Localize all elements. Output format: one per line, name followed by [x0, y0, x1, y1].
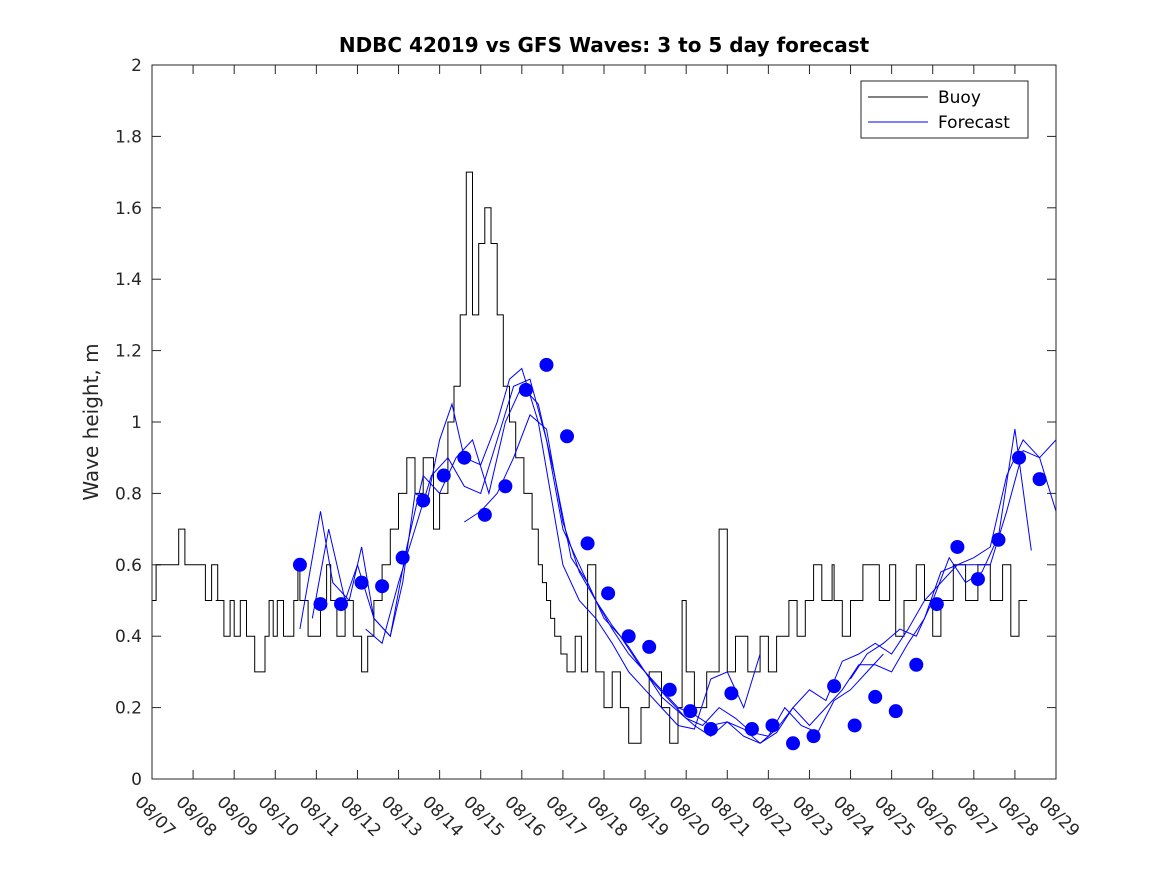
forecast-marker: [560, 429, 575, 444]
forecast-marker: [1012, 450, 1027, 465]
x-tick-label: 08/20: [665, 792, 714, 841]
forecast-marker: [847, 718, 862, 733]
forecast-marker: [601, 586, 616, 601]
forecast-marker: [518, 382, 533, 397]
forecast-marker: [539, 357, 554, 372]
x-tick-label: 08/11: [295, 792, 344, 841]
plot-frame: [151, 64, 1057, 780]
forecast-marker: [334, 597, 349, 612]
forecast-marker: [929, 597, 944, 612]
x-tick-label: 08/19: [624, 792, 673, 841]
x-tick-label: 08/07: [130, 792, 179, 841]
x-tick-label: 08/21: [706, 792, 755, 841]
x-tick-label: 08/25: [870, 792, 919, 841]
forecast-marker: [724, 686, 739, 701]
y-tick-label: 1.8: [115, 127, 142, 147]
y-tick-label: 0: [131, 770, 142, 790]
chart-title: NDBC 42019 vs GFS Waves: 3 to 5 day fore…: [339, 33, 870, 57]
y-tick-label: 0.6: [115, 556, 142, 576]
forecast-marker: [888, 704, 903, 719]
x-tick-label: 08/26: [911, 792, 960, 841]
legend-buoy-label: Buoy: [938, 88, 981, 108]
forecast-marker: [703, 722, 718, 737]
buoy-line: [152, 171, 1028, 744]
forecast-marker: [621, 629, 636, 644]
y-tick-labels: 0 0.2 0.4 0.6 0.8 1 1.2 1.4 1.6 1.8 2: [115, 56, 142, 790]
y-tick-label: 1.4: [115, 270, 142, 290]
forecast-marker: [313, 597, 328, 612]
x-tick-label: 08/29: [1034, 792, 1083, 841]
forecast-marker: [683, 704, 698, 719]
x-tick-label: 08/12: [336, 792, 385, 841]
x-tick-label: 08/17: [541, 792, 590, 841]
forecast-line: [464, 414, 1057, 744]
buoy-series: [152, 171, 1028, 744]
forecast-marker: [436, 468, 451, 483]
forecast-marker: [991, 532, 1006, 547]
x-tick-label: 08/14: [418, 792, 467, 841]
forecast-marker: [498, 479, 513, 494]
x-tick-label: 08/16: [500, 792, 549, 841]
x-tick-labels: 08/0708/0808/0908/1008/1108/1208/1308/14…: [130, 792, 1083, 841]
y-axis-label: Wave height, m: [79, 343, 103, 500]
legend-box: [860, 80, 1029, 139]
forecast-marker: [970, 572, 985, 587]
forecast-marker: [744, 722, 759, 737]
x-tick-label: 08/10: [254, 792, 303, 841]
x-tick-label: 08/15: [459, 792, 508, 841]
forecast-marker: [1032, 472, 1047, 487]
forecast-marker: [292, 557, 307, 572]
y-tick-label: 1: [131, 413, 142, 433]
forecast-marker: [416, 493, 431, 508]
forecast-marker: [765, 718, 780, 733]
y-tick-label: 2: [131, 56, 142, 76]
forecast-marker: [909, 657, 924, 672]
forecast-marker: [786, 736, 801, 751]
legend: Buoy Forecast: [860, 80, 1029, 139]
forecast-marker: [457, 450, 472, 465]
y-tick-label: 1.2: [115, 342, 142, 362]
y-tick-label: 0.2: [115, 699, 142, 719]
y-tick-label: 0.4: [115, 627, 142, 647]
forecast-markers: [292, 357, 1047, 751]
forecast-marker: [868, 689, 883, 704]
x-tick-label: 08/18: [582, 792, 631, 841]
forecast-marker: [827, 679, 842, 694]
x-tick-label: 08/09: [213, 792, 262, 841]
forecast-line: [850, 429, 1032, 680]
forecast-marker: [354, 575, 369, 590]
x-tick-label: 08/08: [172, 792, 221, 841]
forecast-marker: [642, 639, 657, 654]
forecast-marker: [477, 507, 492, 522]
forecast-marker: [806, 729, 821, 744]
forecast-marker: [395, 550, 410, 565]
forecast-marker: [662, 682, 677, 697]
x-tick-label: 08/22: [747, 792, 796, 841]
forecast-marker: [580, 536, 595, 551]
legend-forecast-label: Forecast: [938, 113, 1010, 133]
x-tick-label: 08/28: [993, 792, 1042, 841]
plot-area: [152, 65, 1056, 779]
x-tick-label: 08/27: [952, 792, 1001, 841]
x-tick-label: 08/13: [377, 792, 426, 841]
forecast-marker: [950, 539, 965, 554]
y-tick-label: 0.8: [115, 484, 142, 504]
y-tick-label: 1.6: [115, 199, 142, 219]
x-tick-label: 08/23: [788, 792, 837, 841]
x-tick-label: 08/24: [829, 792, 878, 841]
forecast-marker: [375, 579, 390, 594]
axis-ticks: [151, 64, 1057, 780]
